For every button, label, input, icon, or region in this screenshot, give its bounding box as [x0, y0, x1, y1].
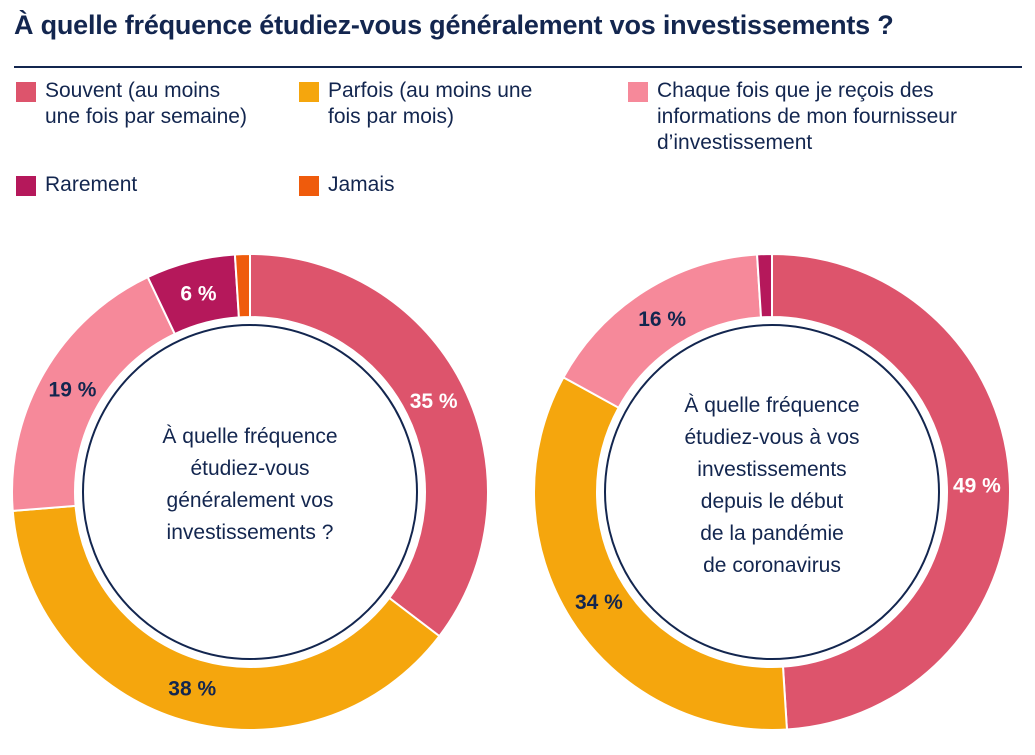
- donut-chart-1: 35 % 38 % 19 % 6 % À quelle fréquence étudiez…: [11, 252, 489, 731]
- slice-value-label: 34 %: [575, 591, 623, 614]
- center-question-line: À quelle fréquence: [162, 425, 337, 448]
- center-question-line: étudiez-vous à vos: [684, 426, 859, 449]
- donut-chart-2: 49 % 34 % 16 % À quelle fréquence étudiez-vo…: [533, 252, 1011, 731]
- slice-value-label: 19 %: [49, 379, 97, 402]
- chart-title: À quelle fréquence étudiez-vous générale…: [14, 10, 894, 40]
- center-question-line: depuis le début: [701, 490, 844, 513]
- legend-swatch: [299, 176, 319, 196]
- donut-slice: [233, 252, 251, 319]
- legend-label: Parfois (au moins une fois par mois): [328, 79, 533, 128]
- donut-slice: [755, 252, 773, 319]
- legend-item: Rarement: [16, 172, 137, 198]
- donut-slice: [533, 375, 789, 731]
- legend-swatch: [299, 82, 319, 102]
- legend-item: Parfois (au moins une fois par mois): [299, 78, 532, 130]
- center-question-line: investissements: [697, 458, 846, 481]
- legend-swatch: [16, 82, 36, 102]
- legend-label: Souvent (au moins une fois par semaine): [45, 79, 247, 128]
- donut-slice: [249, 252, 489, 638]
- center-question-line: de coronavirus: [703, 554, 841, 577]
- center-question-line: À quelle fréquence: [684, 394, 859, 417]
- legend-item: Souvent (au moins une fois par semaine): [16, 78, 247, 130]
- donut-slice: [11, 504, 441, 731]
- slice-value-label: 6 %: [180, 283, 217, 306]
- center-question-line: investissements ?: [167, 521, 334, 544]
- slice-value-label: 38 %: [168, 678, 216, 701]
- center-question-line: étudiez-vous: [190, 457, 309, 480]
- center-question-line: de la pandémie: [700, 522, 844, 545]
- legend-label: Rarement: [45, 173, 138, 196]
- slice-value-label: 35 %: [410, 390, 458, 413]
- center-circle: [604, 324, 940, 660]
- center-circle: [82, 324, 418, 660]
- slice-value-label: 16 %: [638, 308, 686, 331]
- center-question-line: généralement vos: [167, 489, 334, 512]
- donut-slice: [771, 252, 1011, 731]
- legend-swatch: [16, 176, 36, 196]
- legend-item: Jamais: [299, 172, 395, 198]
- legend-label: Chaque fois que je reçois des information…: [657, 79, 957, 154]
- legend-swatch: [628, 82, 648, 102]
- legend-label: Jamais: [328, 173, 395, 196]
- title-divider: [14, 66, 1022, 68]
- legend-item: Chaque fois que je reçois des information…: [628, 78, 957, 156]
- slice-value-label: 49 %: [953, 475, 1001, 498]
